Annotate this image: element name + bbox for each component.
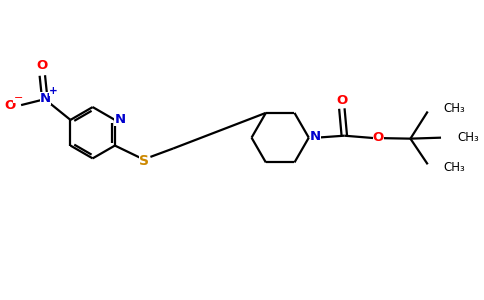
- Text: O: O: [373, 131, 384, 144]
- Text: +: +: [49, 86, 58, 96]
- Text: O: O: [5, 99, 16, 112]
- Text: CH₃: CH₃: [443, 161, 465, 174]
- Text: N: N: [310, 130, 321, 143]
- Text: N: N: [40, 92, 51, 105]
- Text: CH₃: CH₃: [443, 102, 465, 115]
- Text: O: O: [37, 59, 48, 72]
- Text: −: −: [14, 93, 23, 103]
- Text: S: S: [139, 154, 150, 168]
- Text: O: O: [336, 94, 348, 107]
- Text: N: N: [114, 113, 125, 126]
- Text: CH₃: CH₃: [457, 131, 479, 144]
